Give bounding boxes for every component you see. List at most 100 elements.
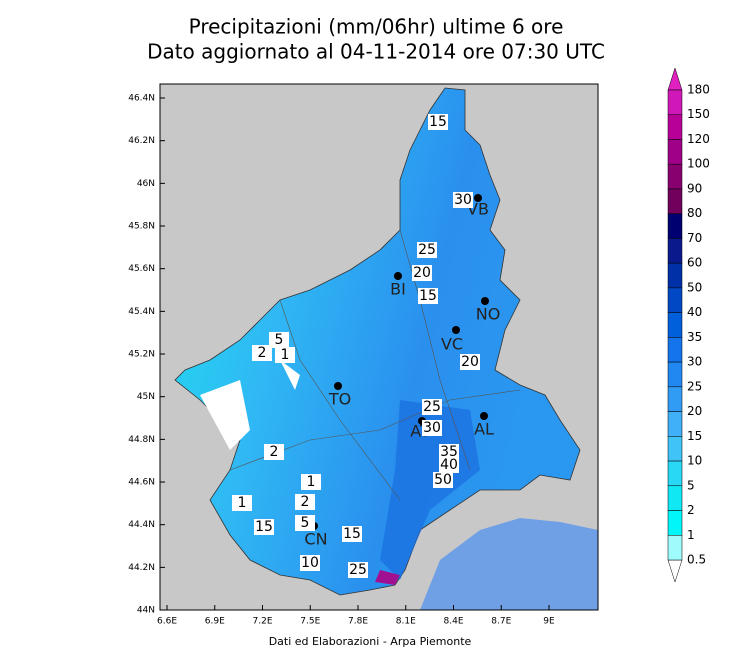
city-dot (474, 194, 482, 202)
contour-label-box (232, 495, 252, 511)
lat-label: 46.2N (128, 136, 155, 146)
contour-label: 5 (301, 515, 310, 531)
city-dot (480, 412, 488, 420)
lon-label: 7.8E (348, 617, 368, 627)
legend-label: 100 (687, 157, 710, 171)
contour-label: 15 (343, 526, 361, 542)
lon-label: 8.7E (491, 617, 511, 627)
legend-label: 90 (687, 181, 702, 195)
contour-label-box (453, 192, 473, 208)
lat-label: 45N (137, 392, 155, 402)
contour-label: 25 (418, 242, 436, 258)
contour-label: 2 (301, 494, 310, 510)
legend-swatch (667, 436, 683, 462)
city-label: NO (476, 305, 501, 324)
legend-swatch (667, 188, 683, 214)
legend-label: 25 (687, 379, 702, 393)
no-rain-area (200, 360, 300, 450)
lat-label: 44.8N (128, 435, 155, 445)
contour-label: 20 (461, 354, 479, 370)
legend-label: 60 (687, 256, 702, 270)
lat-label: 44.6N (128, 478, 155, 488)
lat-label: 46N (137, 179, 155, 189)
lon-label: 7.2E (253, 617, 273, 627)
contour-label-box (433, 472, 453, 488)
lon-label: 6.6E (157, 617, 177, 627)
contour-label-box (295, 515, 315, 531)
lat-label: 46.4N (128, 94, 155, 104)
contour-label: 20 (413, 265, 431, 281)
contour-label-box (269, 332, 289, 348)
lat-label: 45.2N (128, 350, 155, 360)
contour-label: 1 (281, 347, 290, 363)
lon-label: 8.1E (396, 617, 416, 627)
contour-label-box (439, 444, 459, 460)
legend-swatch (667, 238, 683, 264)
contour-label: 15 (429, 114, 447, 130)
legend-swatch (667, 114, 683, 140)
title-line: Dato aggiornato al 04-11-2014 ore 07:30 … (147, 40, 605, 64)
contour-label: 10 (301, 555, 319, 571)
legend-label: 15 (687, 429, 702, 443)
max-rain-area (375, 570, 400, 585)
lon-label: 9E (543, 617, 555, 627)
contour-label-box (439, 457, 459, 473)
city-dot (452, 326, 460, 334)
contour-label-box (300, 555, 320, 571)
city-dot (481, 297, 489, 305)
legend-label: 0.5 (687, 553, 706, 567)
lat-label: 45.6N (128, 264, 155, 274)
lon-label: 6.9E (205, 617, 225, 627)
lat-label: 45.8N (128, 222, 155, 232)
legend-label: 150 (687, 107, 710, 121)
contour-label: 1 (238, 495, 247, 511)
legend-bottom-arrow (667, 559, 683, 583)
credit: Dati ed Elaborazioni - Arpa Piemonte (269, 635, 472, 648)
contour-label: 35 (440, 444, 458, 460)
legend-label: 20 (687, 404, 702, 418)
contour-label: 5 (275, 332, 284, 348)
contour-label: 1 (307, 474, 316, 490)
contour-label-box (428, 114, 448, 130)
legend-swatch (667, 535, 683, 561)
contour-label: 25 (349, 562, 367, 578)
contour-label-box (295, 494, 315, 510)
legend-label: 70 (687, 231, 702, 245)
contour-label-box (417, 242, 437, 258)
contour-label-box (422, 399, 442, 415)
city-dot (334, 382, 342, 390)
legend-label: 10 (687, 454, 702, 468)
lat-label: 44N (137, 606, 155, 616)
contour-label: 2 (258, 345, 267, 361)
legend-swatch (667, 287, 683, 313)
legend-label: 120 (687, 132, 710, 146)
legend-swatch (667, 213, 683, 239)
contour-label-box (275, 347, 295, 363)
contour-label: 15 (419, 288, 437, 304)
legend-label: 50 (687, 280, 702, 294)
sea (420, 518, 598, 610)
contour-label: 30 (423, 420, 441, 436)
legend-swatch (667, 485, 683, 511)
legend-label: 180 (687, 83, 710, 97)
legend-swatch (667, 262, 683, 289)
contour-label-box (412, 265, 432, 281)
contour-label: 50 (434, 472, 452, 488)
contour-label-box (252, 345, 272, 361)
contour-label-box (264, 444, 284, 460)
city-label: VC (441, 335, 463, 354)
legend-swatch (667, 312, 683, 338)
legend-swatch (667, 361, 683, 388)
contour-label-box (348, 562, 368, 578)
city-label: TO (328, 390, 351, 409)
legend-label: 40 (687, 305, 702, 319)
city-dot (394, 272, 402, 280)
legend-swatch (667, 386, 683, 412)
lat-label: 44.2N (128, 563, 155, 573)
legend-label: 5 (687, 478, 695, 492)
legend-top-arrow (667, 67, 683, 91)
legend-label: 2 (687, 503, 695, 517)
legend-swatch (667, 411, 683, 437)
contour-label-box (418, 288, 438, 304)
